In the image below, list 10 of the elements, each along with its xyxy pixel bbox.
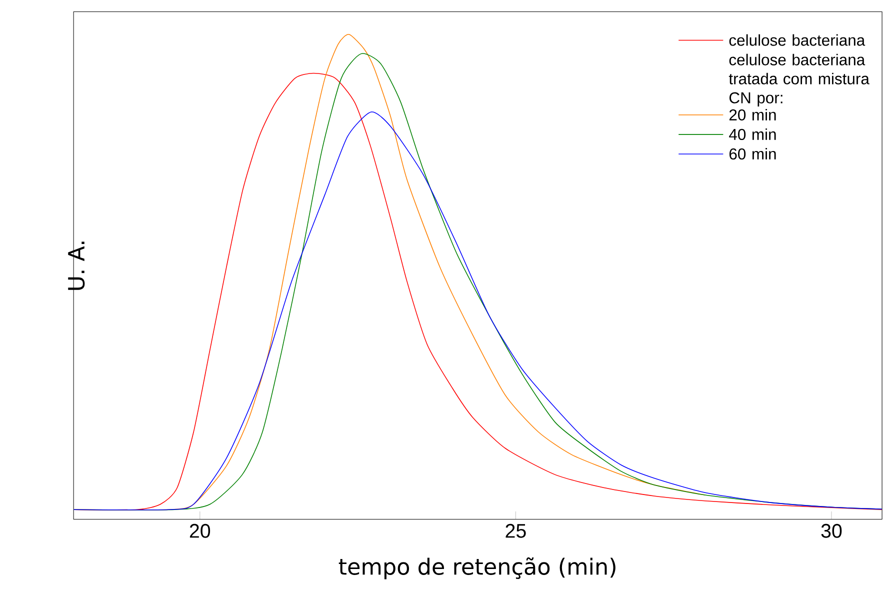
x-tick-label: 20 — [190, 524, 210, 538]
x-tick-label: 30 — [821, 524, 842, 538]
legend-label: celulose bacteriana — [729, 34, 866, 46]
legend-label: 40 min — [729, 128, 776, 140]
legend-label: 60 min — [729, 148, 776, 160]
annotation: celulose bacteriana tratada com mistura CN por: — [728, 54, 870, 107]
legend-label: 20 min — [729, 109, 776, 121]
y-axis-title: U. A. — [68, 242, 85, 290]
x-tick-label: 25 — [506, 524, 526, 538]
x-axis-title: tempo de retenção (min) — [338, 557, 616, 580]
